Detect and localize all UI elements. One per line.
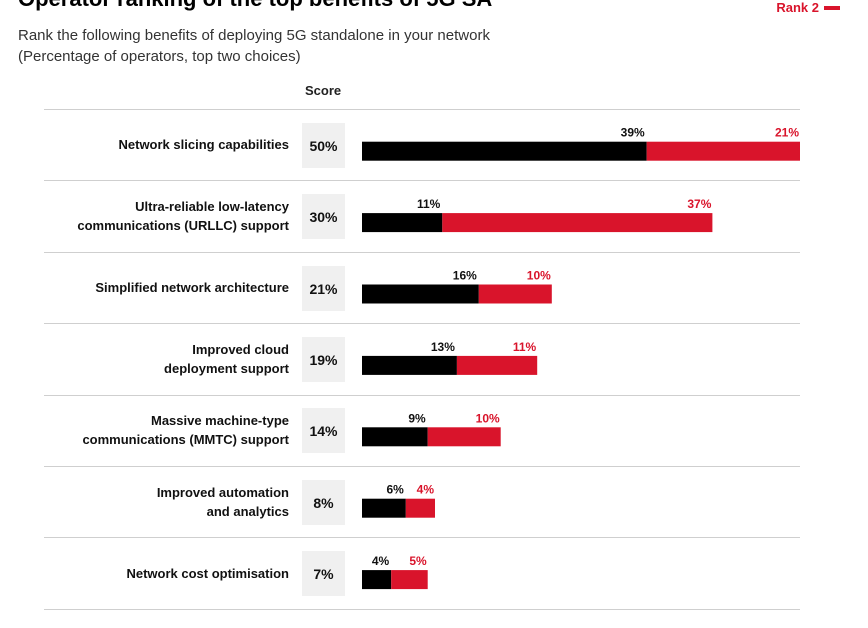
bar-rank1 bbox=[362, 427, 428, 447]
row-divider bbox=[44, 466, 800, 467]
subtitle-line-1: Rank the following benefits of deploying… bbox=[18, 27, 490, 44]
bar-rank2 bbox=[646, 141, 800, 161]
chart-subtitle: Rank the following benefits of deploying… bbox=[18, 25, 490, 67]
value-label-rank2: 37% bbox=[687, 197, 711, 211]
subtitle-line-2: (Percentage of operators, top two choice… bbox=[18, 48, 301, 65]
bar-rank2 bbox=[456, 355, 538, 375]
value-label-rank2: 10% bbox=[476, 411, 500, 425]
value-label-rank1: 39% bbox=[621, 126, 645, 140]
chart-title: Operator ranking of the top benefits of … bbox=[18, 0, 492, 12]
score-value: 21% bbox=[302, 266, 345, 311]
category-label: Network cost optimisation bbox=[126, 566, 289, 581]
value-label-rank2: 5% bbox=[409, 554, 427, 568]
bar-rank2 bbox=[442, 213, 713, 233]
score-column-header: Score bbox=[305, 83, 342, 98]
score-value: 7% bbox=[302, 551, 345, 596]
legend: Rank 2 bbox=[776, 0, 840, 15]
bar-rank1 bbox=[362, 498, 406, 518]
row-divider bbox=[44, 252, 800, 253]
bar-rank2 bbox=[427, 427, 501, 447]
score-value: 30% bbox=[302, 194, 345, 239]
bar-rank2 bbox=[391, 570, 428, 590]
row-divider bbox=[44, 537, 800, 538]
row-divider bbox=[44, 109, 800, 110]
category-label: Simplified network architecture bbox=[95, 280, 289, 295]
category-label: Ultra-reliable low-latency communication… bbox=[77, 199, 289, 233]
row-divider bbox=[44, 609, 800, 610]
value-label-rank1: 16% bbox=[453, 269, 477, 283]
legend-rank2-swatch bbox=[824, 5, 840, 10]
bar-rank2 bbox=[405, 498, 435, 518]
legend-rank2-label: Rank 2 bbox=[776, 0, 819, 15]
row-divider bbox=[44, 180, 800, 181]
bar-rank1 bbox=[362, 284, 479, 304]
score-value: 14% bbox=[302, 408, 345, 453]
category-label: Network slicing capabilities bbox=[118, 137, 290, 152]
row-divider bbox=[44, 395, 800, 396]
value-label-rank2: 4% bbox=[417, 483, 435, 497]
value-label-rank2: 11% bbox=[513, 340, 537, 354]
value-label-rank1: 9% bbox=[408, 411, 426, 425]
bar-rank1 bbox=[362, 570, 392, 590]
bar-rank1 bbox=[362, 355, 457, 375]
score-value: 50% bbox=[302, 123, 345, 168]
category-label: Massive machine-type communications (MMT… bbox=[82, 413, 289, 447]
value-label-rank1: 13% bbox=[431, 340, 455, 354]
score-value: 8% bbox=[302, 480, 345, 525]
category-label: Improved cloud deployment support bbox=[164, 342, 289, 376]
score-value: 19% bbox=[302, 337, 345, 382]
bar-rank1 bbox=[362, 213, 443, 233]
category-label: Improved automation and analytics bbox=[156, 485, 289, 519]
bar-rank1 bbox=[362, 141, 647, 161]
value-label-rank1: 11% bbox=[417, 197, 441, 211]
row-divider bbox=[44, 323, 800, 324]
value-label-rank2: 21% bbox=[775, 126, 799, 140]
value-label-rank1: 4% bbox=[372, 554, 390, 568]
value-label-rank2: 10% bbox=[527, 269, 551, 283]
value-label-rank1: 6% bbox=[386, 483, 404, 497]
bar-rank2 bbox=[478, 284, 552, 304]
